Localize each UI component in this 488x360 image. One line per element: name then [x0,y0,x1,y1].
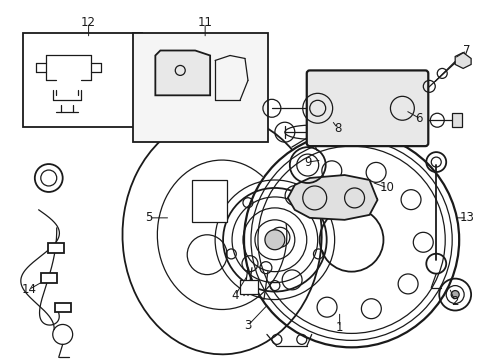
Circle shape [450,291,458,298]
Polygon shape [451,113,461,127]
Text: 4: 4 [231,289,238,302]
Polygon shape [454,53,470,68]
Polygon shape [287,175,377,220]
Circle shape [264,230,285,250]
Text: 6: 6 [415,112,422,125]
Text: 11: 11 [197,16,212,29]
Text: 1: 1 [335,321,343,334]
Text: 12: 12 [81,16,96,29]
Bar [55,302,71,312]
Text: 13: 13 [459,211,474,224]
FancyBboxPatch shape [306,71,427,146]
Text: 3: 3 [244,319,251,332]
Polygon shape [155,50,210,95]
Bar [23,32,142,127]
Bar [41,273,57,283]
Text: 8: 8 [333,122,341,135]
Text: 7: 7 [463,44,470,57]
Text: 10: 10 [379,181,394,194]
Bar [48,243,63,253]
Bar [192,180,226,222]
Text: 9: 9 [304,156,311,168]
Bar [240,280,258,293]
Text: 5: 5 [144,211,152,224]
Text: 14: 14 [21,283,36,296]
Bar [133,32,267,142]
Text: 2: 2 [450,295,458,308]
